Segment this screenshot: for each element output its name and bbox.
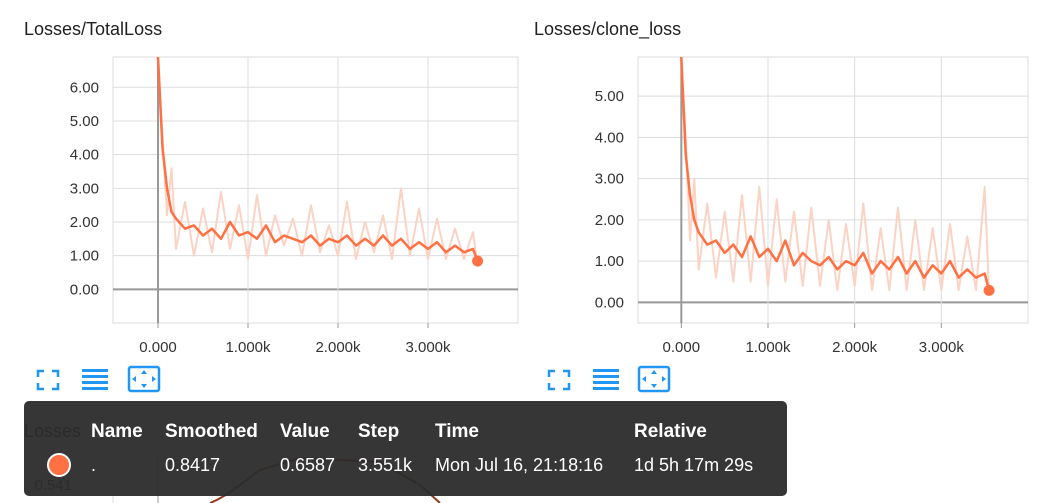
fit-domain-button[interactable] bbox=[127, 365, 161, 393]
x-tick-label: 2.000k bbox=[315, 339, 361, 356]
tooltip-cell: 0.8417 bbox=[165, 455, 220, 475]
tooltip-header: Value bbox=[280, 421, 330, 442]
tooltip-cell: 3.551k bbox=[358, 455, 413, 475]
tooltip: Name Smoothed Value Step Time Relative. 0.8417… bbox=[24, 401, 787, 496]
chart-title: Losses/clone_loss bbox=[534, 19, 681, 40]
y-tick-label: 4.00 bbox=[595, 129, 624, 146]
series-line bbox=[156, 57, 479, 262]
x-tick-label: 0.000 bbox=[139, 339, 177, 356]
toggle-log-button[interactable] bbox=[593, 369, 619, 390]
charts: Losses/TotalLoss 0.00 1.00 2.00 3.00 4.00 5.00… bbox=[24, 19, 1029, 356]
tooltip-header: Name bbox=[91, 421, 143, 442]
x-tick-label: 2.000k bbox=[832, 339, 878, 356]
plot-frame bbox=[637, 56, 1029, 324]
y-tick-label: 2.00 bbox=[595, 212, 624, 229]
series-line bbox=[680, 57, 991, 291]
tooltip-cell: . bbox=[91, 455, 96, 475]
y-tick-label: 5.00 bbox=[70, 113, 99, 130]
tooltip-cell: Mon Jul 16, 21:18:16 bbox=[435, 455, 603, 475]
tooltip-header: Smoothed bbox=[165, 421, 258, 442]
y-tick-label: 2.00 bbox=[70, 214, 99, 231]
x-tick-label: 3.000k bbox=[405, 339, 451, 356]
x-tick-label: 1.000k bbox=[745, 339, 791, 356]
x-tick-label: 3.000k bbox=[919, 339, 965, 356]
series-line bbox=[157, 57, 479, 268]
series-swatch bbox=[47, 453, 71, 477]
y-tick-label: 3.00 bbox=[70, 180, 99, 197]
toggle-log-button[interactable] bbox=[82, 369, 108, 390]
y-tick-label: 3.00 bbox=[595, 171, 624, 188]
chart-title: Losses/TotalLoss bbox=[24, 19, 162, 39]
x-tick-label: 1.000k bbox=[225, 339, 271, 356]
tooltip-cell: 1d 5h 17m 29s bbox=[634, 455, 753, 475]
tooltip-header: Time bbox=[435, 421, 479, 442]
y-tick-label: 1.00 bbox=[595, 253, 624, 270]
x-tick-label: 0.000 bbox=[663, 339, 701, 356]
y-tick-label: 6.00 bbox=[70, 79, 99, 96]
y-tick-label: 0.00 bbox=[595, 294, 624, 311]
chart: Losses/clone_loss 0.00 1.00 2.00 3.00 4.00 5.0… bbox=[534, 19, 1029, 356]
tooltip-header: Step bbox=[358, 421, 399, 442]
y-tick-label: 5.00 bbox=[595, 88, 624, 105]
y-tick-label: 0.00 bbox=[70, 281, 99, 298]
fullscreen-button[interactable] bbox=[547, 369, 571, 391]
y-tick-label: 1.00 bbox=[70, 248, 99, 265]
tooltip-background bbox=[24, 401, 787, 496]
fullscreen-button[interactable] bbox=[36, 369, 60, 391]
hover-point bbox=[983, 284, 995, 296]
tooltip-header: Relative bbox=[634, 421, 707, 442]
tooltip-cell: 0.6587 bbox=[280, 455, 335, 475]
plot-frame bbox=[112, 56, 519, 324]
hover-point bbox=[472, 255, 484, 267]
chart-actions bbox=[547, 365, 671, 393]
fit-domain-button[interactable] bbox=[637, 365, 671, 393]
chart-actions bbox=[36, 365, 161, 393]
y-tick-label: 4.00 bbox=[70, 147, 99, 164]
series-line bbox=[680, 57, 991, 295]
chart: Losses/TotalLoss 0.00 1.00 2.00 3.00 4.00 5.00… bbox=[24, 19, 519, 356]
